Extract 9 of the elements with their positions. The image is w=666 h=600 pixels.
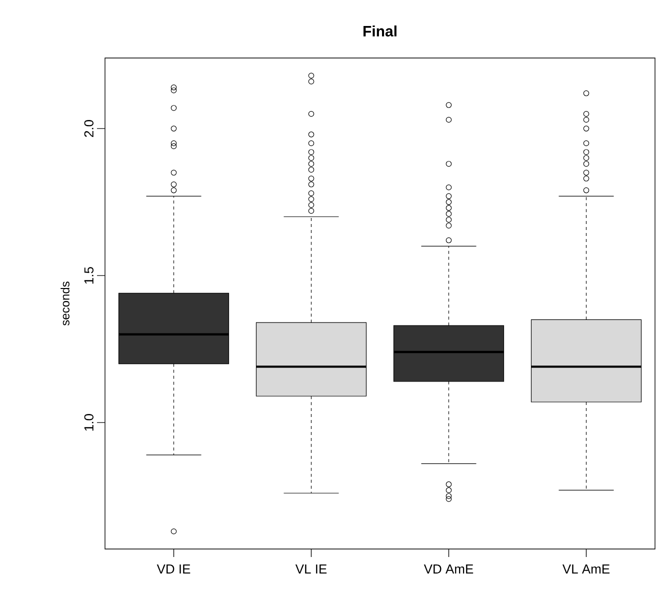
y-axis-title: seconds xyxy=(60,282,70,326)
x-tick-label: VL IE xyxy=(295,564,327,574)
y-tick-label: 1.0 xyxy=(84,414,94,431)
chart-title: Final xyxy=(364,25,396,36)
y-tick-label: 1.5 xyxy=(84,267,94,284)
x-tick-label: VL AmE xyxy=(562,564,610,574)
y-tick-label: 2.0 xyxy=(84,120,94,137)
x-tick-label: VD AmE xyxy=(424,564,474,574)
x-tick-label: VD IE xyxy=(156,564,190,574)
